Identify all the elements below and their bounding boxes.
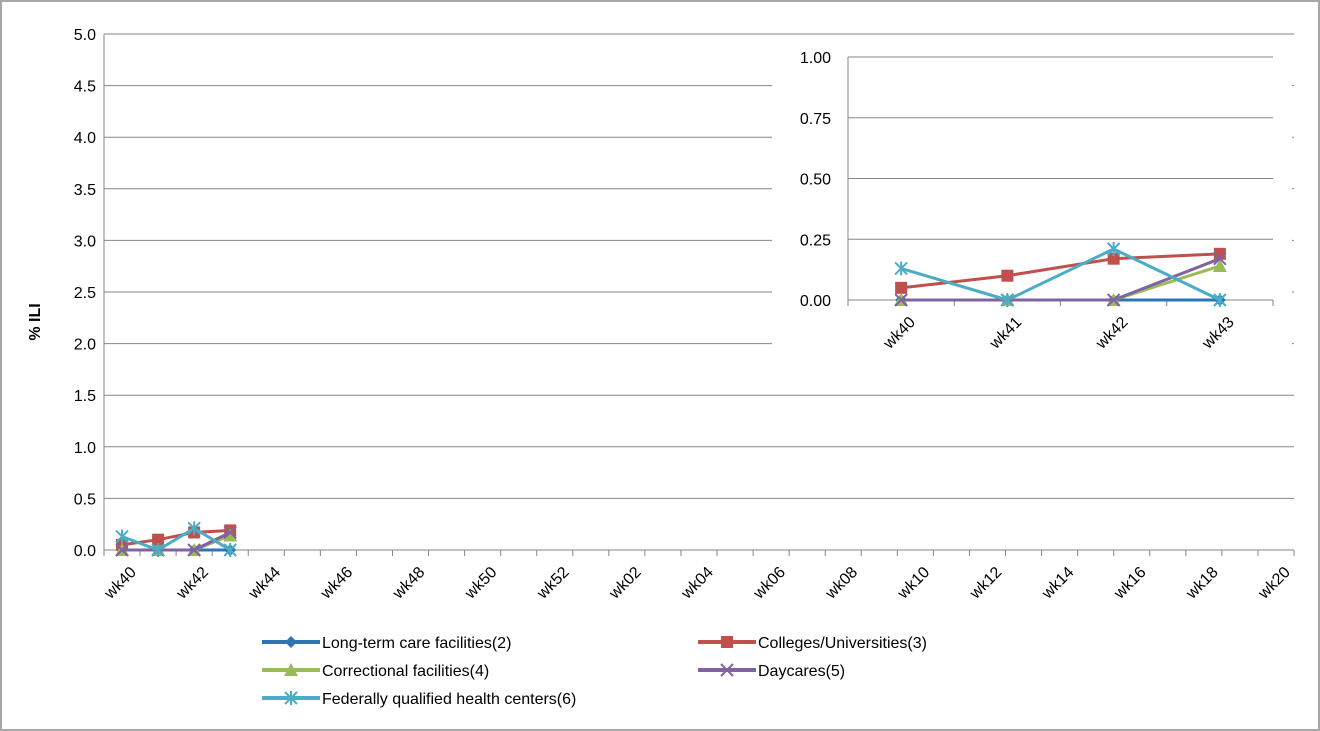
- legend-swatch-marker: [285, 636, 297, 648]
- data-point: [152, 533, 165, 546]
- x-tick-label: wk02: [606, 564, 645, 603]
- x-tick-label: wk44: [245, 564, 284, 603]
- inset-series-5: [894, 241, 1227, 307]
- x-tick-label: wk46: [317, 564, 356, 603]
- legend-label: Colleges/Universities(3): [758, 635, 927, 652]
- inset-y-tick-label: 0.50: [800, 172, 831, 189]
- y-tick-label: 4.0: [74, 130, 96, 147]
- inset-data-point: [1107, 252, 1120, 265]
- y-tick-label: 5.0: [74, 27, 96, 44]
- inset-data-point: [1213, 293, 1227, 307]
- inset-data-point: [1106, 293, 1121, 307]
- inset-y-tick-label: 0.75: [800, 111, 831, 128]
- inset-data-point: [894, 261, 908, 276]
- series-5: [115, 521, 237, 557]
- legend-swatch-marker: [721, 636, 733, 648]
- series-4: [115, 525, 237, 557]
- inset-y-tick-label: 0.00: [800, 293, 831, 310]
- x-tick-label: wk04: [678, 564, 717, 603]
- x-tick-label: wk20: [1255, 564, 1294, 603]
- legend-label: Long-term care facilities(2): [322, 635, 511, 652]
- x-tick-label: wk52: [533, 564, 572, 603]
- inset-data-point: [1106, 241, 1121, 256]
- inset-data-point: [894, 293, 908, 307]
- series-line: [122, 531, 231, 552]
- inset-data-point: [1213, 251, 1227, 266]
- inset-background: [772, 36, 1292, 376]
- y-axis-label: % ILI: [27, 303, 44, 340]
- y-tick-label: 1.5: [74, 388, 96, 405]
- y-tick-label: 0.0: [74, 543, 96, 560]
- legend-label: Federally qualified health centers(6): [322, 691, 576, 708]
- data-point: [223, 543, 237, 557]
- legend-item-3: Correctional facilities(4): [262, 663, 489, 680]
- legend-item-4: Daycares(5): [698, 663, 845, 680]
- y-tick-label: 2.5: [74, 285, 96, 302]
- inset-y-tick-label: 0.25: [800, 232, 831, 249]
- legend-swatch-marker: [720, 663, 734, 677]
- inset-data-point: [1000, 293, 1015, 307]
- legend-item-5: Federally qualified health centers(6): [262, 691, 576, 708]
- x-tick-label: wk18: [1183, 564, 1222, 603]
- data-point: [187, 543, 201, 557]
- y-tick-label: 2.0: [74, 337, 96, 354]
- series-line: [121, 526, 231, 552]
- inset-series-line: [900, 252, 1220, 290]
- data-point: [223, 528, 238, 542]
- data-point-stroke-b: [223, 525, 237, 540]
- x-tick-label: wk08: [822, 564, 861, 603]
- y-tick-label: 3.0: [74, 233, 96, 250]
- y-tick-label: 0.5: [74, 491, 96, 508]
- inset-series-line: [900, 247, 1221, 302]
- inset-data-point: [1212, 258, 1227, 272]
- x-tick-label: wk10: [894, 564, 933, 603]
- inset-data-point-stroke-b: [1106, 293, 1121, 307]
- x-tick-label: wk40: [101, 564, 140, 603]
- legend-swatch-marker-stroke-b: [720, 663, 734, 677]
- legend-label: Correctional facilities(4): [322, 663, 489, 680]
- inset-y-tick-label: 1.00: [800, 50, 831, 67]
- data-point: [115, 543, 129, 557]
- data-point: [223, 525, 237, 540]
- legend-item-1: Long-term care facilities(2): [262, 635, 511, 652]
- data-point-stroke-b: [187, 543, 201, 557]
- legend-item-2: Colleges/Universities(3): [698, 635, 927, 652]
- x-tick-label: wk14: [1038, 564, 1077, 603]
- x-tick-label: wk12: [966, 564, 1005, 603]
- legend-label: Daycares(5): [758, 663, 845, 680]
- legend-swatch-marker: [284, 691, 298, 705]
- x-tick-label: wk42: [173, 564, 212, 603]
- x-tick-label: wk50: [461, 564, 500, 603]
- x-tick-label: wk16: [1110, 564, 1149, 603]
- x-tick-label: wk48: [389, 564, 428, 603]
- data-point-stroke-b: [115, 543, 129, 557]
- inset-data-point-stroke-b: [1213, 251, 1227, 266]
- legend-swatch-marker: [284, 663, 298, 676]
- inset-data-point: [1001, 269, 1014, 282]
- data-point: [151, 543, 165, 557]
- y-tick-label: 1.0: [74, 440, 96, 457]
- legend: Long-term care facilities(2) Colleges/Uni…: [262, 635, 927, 708]
- data-point: [115, 529, 129, 544]
- y-tick-label: 3.5: [74, 182, 96, 199]
- inset-data-point-stroke-b: [894, 293, 908, 307]
- y-tick-label: 4.5: [74, 79, 96, 96]
- data-point: [187, 521, 201, 536]
- x-tick-label: wk06: [750, 564, 789, 603]
- inset-series-line: [901, 257, 1221, 302]
- inset-data-point: [895, 281, 908, 294]
